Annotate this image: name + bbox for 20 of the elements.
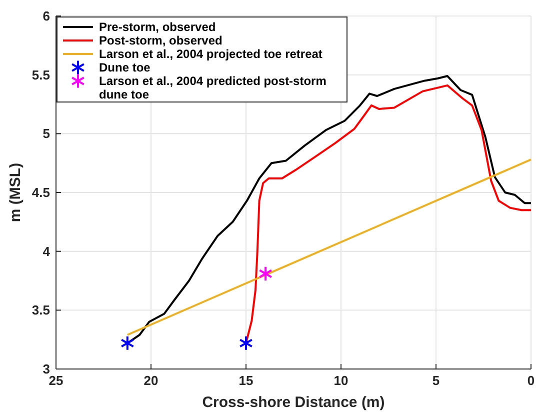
legend-label: Dune toe — [99, 60, 151, 74]
y-tick-label: 4 — [42, 244, 51, 259]
legend-label: Larson et al., 2004 projected toe retreat — [99, 47, 322, 61]
x-tick-label: 25 — [48, 373, 64, 388]
y-tick-label: 3.5 — [32, 302, 50, 318]
x-tick-label: 10 — [334, 373, 348, 388]
y-axis-title: m (MSL) — [7, 162, 24, 222]
legend-label: Larson et al., 2004 predicted post-storm dune toe — [99, 74, 326, 102]
legend-label: Post-storm, observed — [99, 34, 222, 48]
x-tick-label: 15 — [238, 373, 254, 388]
y-tick-label: 6 — [42, 8, 50, 24]
x-tick-label: 5 — [432, 373, 440, 388]
y-tick-label: 5 — [42, 126, 50, 142]
y-tick-label: 5.5 — [32, 67, 50, 82]
x-tick-label: 0 — [527, 373, 535, 388]
y-tick-label: 3 — [42, 362, 50, 376]
y-tick-label: 4.5 — [32, 185, 50, 200]
x-axis-title: Cross-shore Distance (m) — [202, 394, 385, 411]
legend-label: Pre-storm, observed — [99, 20, 216, 34]
x-tick-label: 20 — [144, 373, 158, 388]
